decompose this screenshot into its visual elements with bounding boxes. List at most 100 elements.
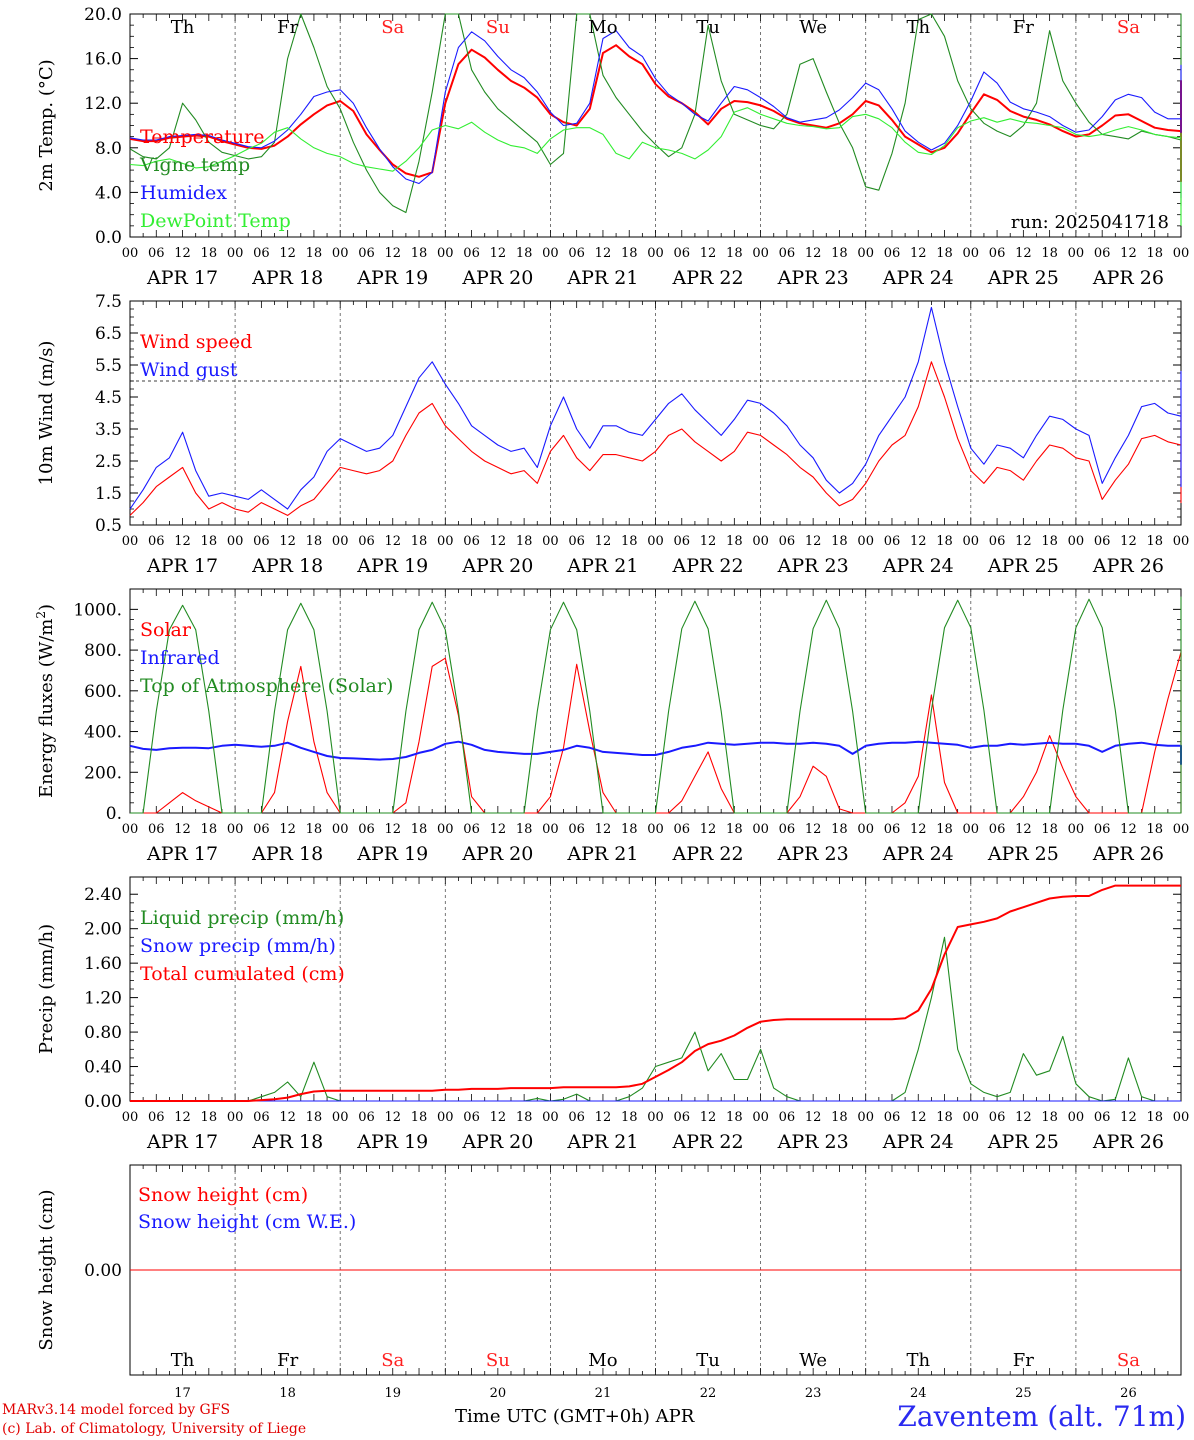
- date-label: APR 24: [882, 555, 954, 577]
- hour-label: 06: [674, 534, 691, 549]
- hour-label: 18: [1146, 534, 1163, 549]
- legend-entry: Vigne temp: [139, 154, 250, 176]
- hour-label: 12: [384, 246, 401, 261]
- series-line-humidex: [129, 30, 1182, 199]
- y-axis-label: 2m Temp. (°C): [36, 59, 57, 191]
- model-credit: MARv3.14 model forced by GFS: [2, 1402, 231, 1418]
- day-number-label: 18: [279, 1386, 296, 1401]
- y-tick-label: 1.60: [84, 954, 122, 974]
- date-label: APR 26: [1092, 555, 1164, 577]
- y-tick-label: 6.5: [95, 324, 122, 344]
- legend-entry: Temperature: [140, 126, 264, 148]
- hour-label: 06: [989, 246, 1006, 261]
- hour-label: 06: [568, 1110, 585, 1125]
- date-label: APR 18: [251, 267, 323, 289]
- date-label: APR 17: [146, 1131, 218, 1153]
- hour-label: 00: [857, 246, 874, 261]
- hour-label: 00: [1173, 534, 1190, 549]
- hour-label: 06: [989, 534, 1006, 549]
- hour-label: 18: [726, 1110, 743, 1125]
- hour-label: 12: [279, 822, 296, 837]
- date-label: APR 19: [356, 267, 428, 289]
- y-tick-label: 2.40: [84, 885, 122, 905]
- weekday-label: Tu: [696, 1350, 720, 1371]
- hour-label: 12: [174, 1110, 191, 1125]
- hour-label: 12: [805, 534, 822, 549]
- hour-label: 18: [726, 534, 743, 549]
- hour-label: 06: [463, 246, 480, 261]
- hour-label: 06: [358, 1110, 375, 1125]
- hour-label: 18: [411, 534, 428, 549]
- hour-label: 18: [516, 822, 533, 837]
- hour-label: 00: [857, 1110, 874, 1125]
- hour-label: 00: [857, 822, 874, 837]
- hour-label: 18: [516, 246, 533, 261]
- hour-label: 06: [358, 246, 375, 261]
- weekday-label: We: [799, 17, 827, 38]
- hour-label: 06: [358, 822, 375, 837]
- hour-label: 12: [805, 822, 822, 837]
- hour-label: 18: [306, 1110, 323, 1125]
- date-label: APR 22: [672, 843, 744, 865]
- hour-label: 06: [884, 1110, 901, 1125]
- day-number-label: 23: [805, 1386, 822, 1401]
- legend-entry: Solar: [140, 619, 192, 641]
- hour-label: 00: [332, 534, 349, 549]
- date-label: APR 17: [146, 267, 218, 289]
- y-tick-label: 0.: [106, 804, 122, 824]
- hour-label: 00: [857, 534, 874, 549]
- hour-label: 12: [384, 822, 401, 837]
- hour-label: 00: [332, 246, 349, 261]
- y-tick-label: 0.5: [95, 516, 122, 536]
- date-label: APR 23: [777, 843, 849, 865]
- hour-label: 18: [831, 534, 848, 549]
- series-line-wind-speed: [129, 361, 1182, 516]
- y-axis-label: Precip (mm/h): [36, 924, 57, 1054]
- hour-label: 12: [595, 246, 612, 261]
- date-label: APR 21: [566, 267, 638, 289]
- hour-label: 06: [1094, 246, 1111, 261]
- hour-label: 12: [279, 1110, 296, 1125]
- hour-label: 12: [279, 246, 296, 261]
- hour-label: 00: [437, 822, 454, 837]
- hour-label: 00: [1173, 1110, 1190, 1125]
- date-label: APR 19: [356, 1131, 428, 1153]
- hour-label: 18: [201, 534, 218, 549]
- hour-label: 00: [437, 246, 454, 261]
- hour-label: 12: [490, 246, 507, 261]
- series-line-wind-gust: [129, 306, 1182, 510]
- hour-label: 12: [1015, 822, 1032, 837]
- day-number-label: 20: [490, 1386, 507, 1401]
- date-label: APR 21: [566, 1131, 638, 1153]
- weekday-label: Th: [906, 17, 930, 38]
- date-label: APR 18: [251, 843, 323, 865]
- date-label: APR 25: [987, 843, 1059, 865]
- panel-energy: 0. 200. 400. 600. 800. 1000. Energy fluxes (W/…: [34, 588, 1189, 865]
- panel-snow: 0.00 Snow height (cm) Snow height (cm) Snow…: [36, 1164, 1182, 1401]
- legend-entry: Wind speed: [140, 331, 252, 353]
- date-label: APR 20: [461, 555, 533, 577]
- hour-label: 06: [779, 822, 796, 837]
- hour-label: 12: [595, 534, 612, 549]
- y-tick-label: 3.5: [95, 420, 122, 440]
- hour-label: 18: [201, 822, 218, 837]
- hour-label: 06: [989, 1110, 1006, 1125]
- date-label: APR 23: [777, 555, 849, 577]
- day-number-label: 17: [174, 1386, 191, 1401]
- hour-label: 12: [700, 822, 717, 837]
- y-axis-label: 10m Wind (m/s): [36, 341, 57, 486]
- hour-label: 06: [463, 1110, 480, 1125]
- y-tick-label: 16.0: [84, 50, 122, 70]
- hour-label: 18: [201, 1110, 218, 1125]
- hour-label: 06: [148, 534, 165, 549]
- series-line-dewpoint-temp: [129, 107, 1182, 226]
- weekday-label: Th: [171, 1350, 195, 1371]
- y-tick-label: 7.5: [95, 292, 122, 312]
- date-label: APR 26: [1092, 843, 1164, 865]
- hour-label: 06: [358, 534, 375, 549]
- hour-label: 06: [884, 246, 901, 261]
- hour-label: 18: [306, 534, 323, 549]
- series-line-top-of-atmosphere-solar-: [130, 596, 1182, 814]
- hour-label: 00: [647, 246, 664, 261]
- hour-label: 06: [568, 822, 585, 837]
